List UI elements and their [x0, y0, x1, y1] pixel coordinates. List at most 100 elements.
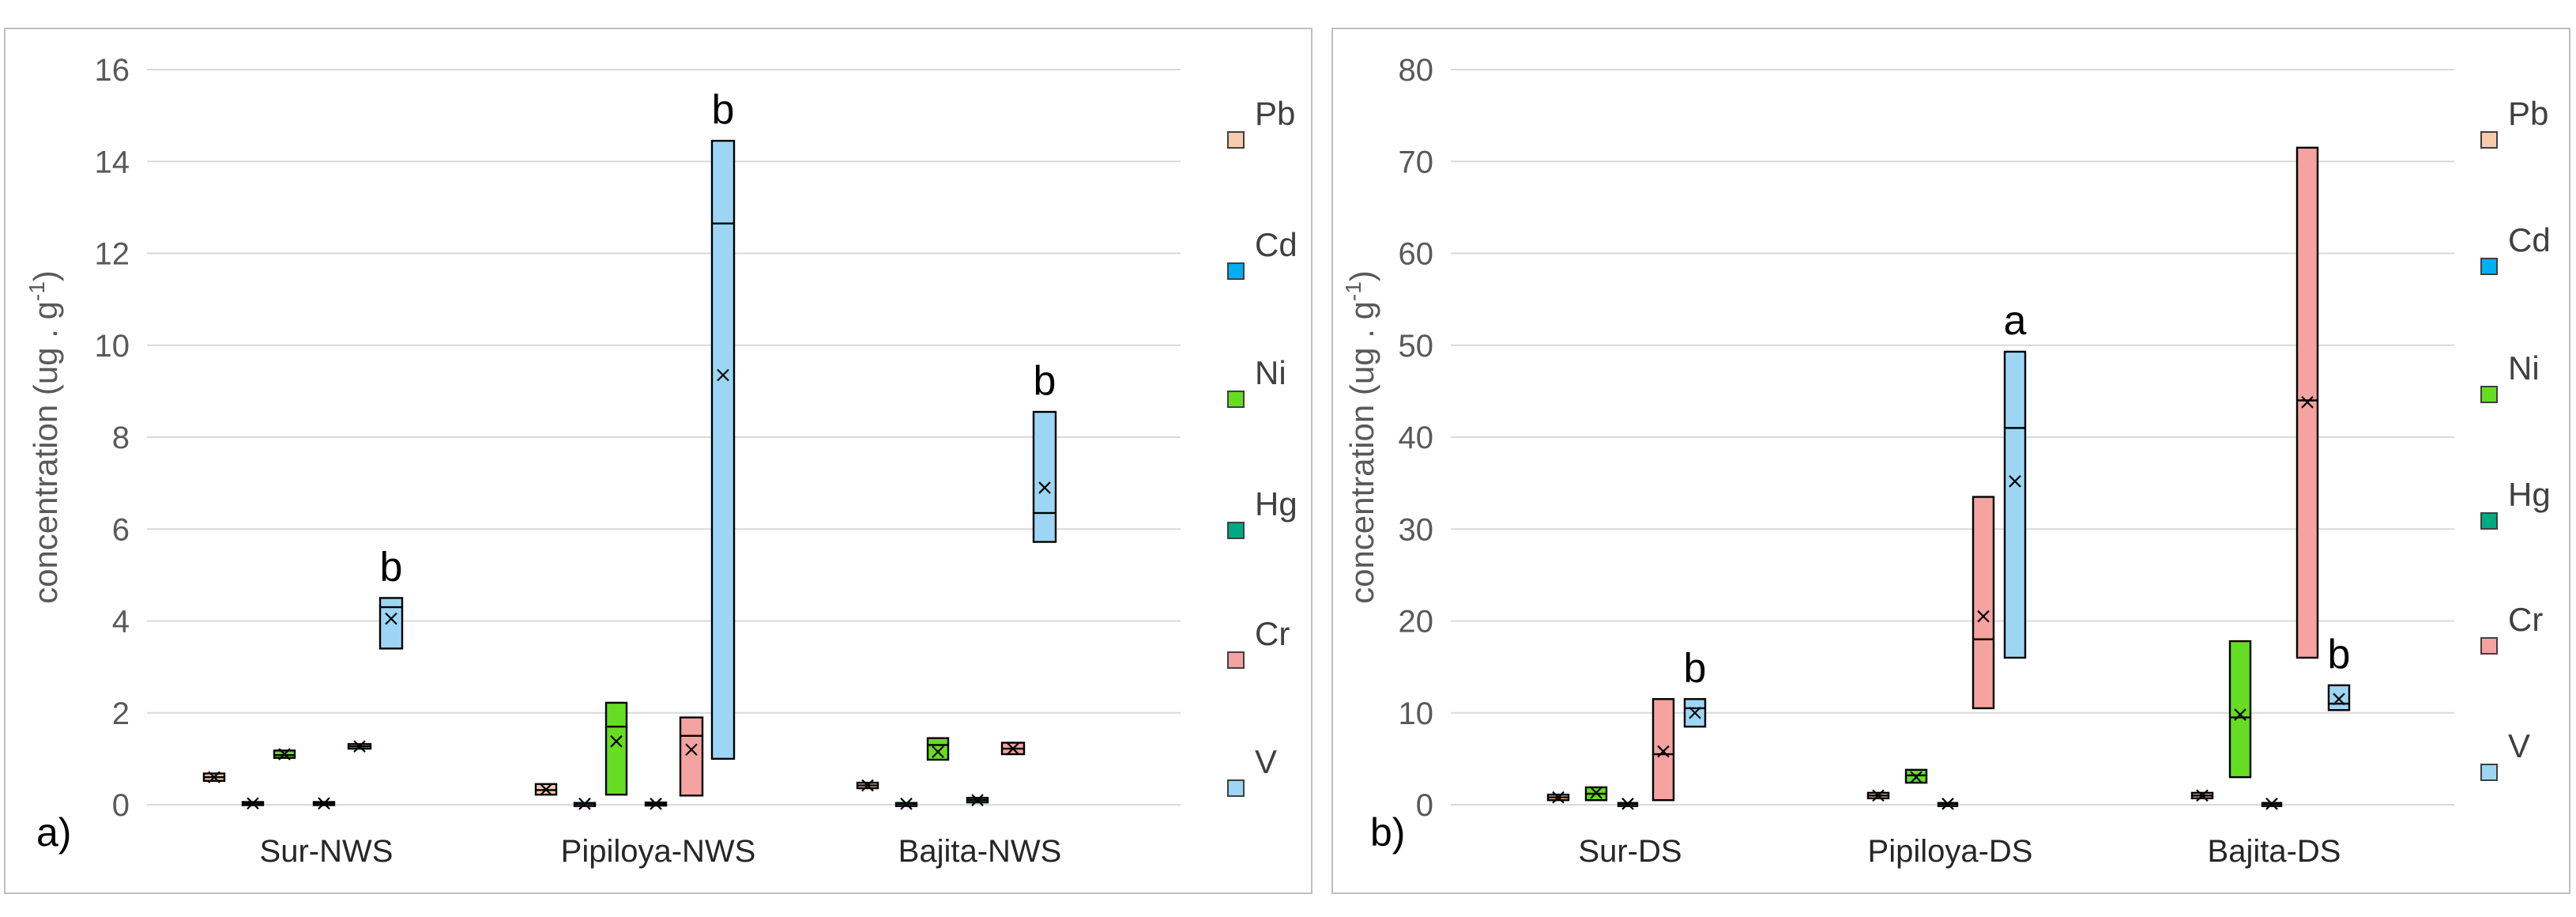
- box-ni-pipiloya-ds: [1904, 768, 1928, 784]
- box-iqr: [2003, 350, 2027, 659]
- box-mean-marker: [247, 797, 259, 810]
- legend-label: Hg: [1255, 485, 1297, 523]
- box-iqr: [378, 597, 404, 650]
- y-tick-label: 8: [112, 421, 130, 455]
- box-iqr: [679, 716, 704, 797]
- box-mean-marker: [1007, 742, 1019, 755]
- box-pb-sur-nws: [202, 771, 226, 783]
- legend-swatch: [2480, 258, 2498, 275]
- box-pb-bajita-nws: [856, 779, 879, 792]
- x-category-label: Sur-DS: [1578, 834, 1682, 869]
- legend-item-pb: Pb: [2480, 95, 2548, 149]
- legend-label: Cd: [1255, 226, 1297, 263]
- box-ni-sur-nws: [273, 748, 296, 760]
- box-mean-marker: [610, 735, 623, 748]
- legend-label: Cd: [2508, 221, 2551, 258]
- box-mean-marker: [1689, 706, 1701, 719]
- box-v-bajita-ds: [2327, 684, 2351, 711]
- legend-swatch: [2480, 764, 2498, 781]
- box-iqr: [604, 701, 628, 796]
- box-ni-sur-ds: [1584, 786, 1608, 802]
- box-v-sur-ds: [1683, 698, 1707, 728]
- legend-label: Cr: [2508, 601, 2543, 638]
- box-v-sur-nws: [378, 597, 404, 650]
- box-iqr: [1032, 410, 1057, 543]
- legend-swatch: [1227, 779, 1245, 797]
- panel-label: a): [36, 810, 71, 855]
- box-iqr: [2228, 640, 2252, 779]
- y-tick-label: 80: [1399, 53, 1434, 88]
- legend-swatch: [1227, 391, 1245, 408]
- significance-letter: b: [1684, 645, 1707, 691]
- box-mean-marker: [971, 794, 984, 806]
- y-axis-title: concentration (ug . g-1): [1341, 270, 1380, 604]
- legend-label: Cr: [1255, 615, 1290, 652]
- x-category-label: Bajita-DS: [2208, 834, 2341, 869]
- box-mean-marker: [318, 797, 330, 810]
- box-hg-sur-nws: [312, 797, 336, 810]
- box-mean-marker: [385, 612, 397, 625]
- box-mean-marker: [2265, 798, 2278, 810]
- box-hg-sur-ds: [1617, 798, 1639, 810]
- y-tick-label: 4: [112, 605, 130, 640]
- panel-a: 0 2 4 6 8 10 12 14 16 concentration (ug . g-1) Sur…: [4, 28, 1312, 894]
- panel-b: 0 10 20 30 40 50 60 70 80 concentration (ug . g-1…: [1331, 28, 2570, 894]
- box-cr-pipiloya-nws: [679, 716, 704, 797]
- box-cr-sur-nws: [347, 740, 372, 753]
- legend-swatch: [2480, 386, 2498, 403]
- y-tick-label: 10: [95, 329, 130, 364]
- box-pb-pipiloya-ds: [1866, 789, 1890, 802]
- box-mean-marker: [1910, 771, 1923, 783]
- y-tick-label: 70: [1399, 145, 1434, 179]
- box-mean-marker: [2333, 692, 2345, 706]
- legend-item-cd: Cd: [1227, 226, 1297, 280]
- box-mean-marker: [208, 771, 220, 783]
- x-category-label: Pipiloya-NWS: [561, 834, 756, 869]
- legend-item-cr: Cr: [1227, 615, 1290, 669]
- box-mean-marker: [1552, 791, 1565, 804]
- box-mean-marker: [1038, 481, 1051, 494]
- box-mean-marker: [650, 798, 662, 810]
- box-mean-marker: [278, 748, 291, 760]
- box-mean-marker: [1941, 798, 1954, 810]
- box-cr-bajita-nws: [1000, 742, 1026, 756]
- panel-frame: [4, 28, 1312, 894]
- box-hg-bajita-nws: [966, 794, 989, 806]
- box-v-pipiloya-ds: [2003, 350, 2027, 659]
- y-tick-label: 30: [1399, 512, 1434, 547]
- box-mean-marker: [2234, 708, 2246, 721]
- y-tick-label: 0: [112, 788, 130, 823]
- panel-frame: [1331, 28, 2570, 894]
- box-cr-bajita-ds: [2295, 146, 2319, 659]
- box-mean-marker: [540, 783, 552, 796]
- box-iqr: [926, 737, 950, 761]
- legend-label: V: [1255, 743, 1277, 780]
- box-mean-marker: [717, 368, 729, 382]
- box-cd-bajita-nws: [894, 798, 918, 810]
- y-tick-label: 10: [1399, 696, 1434, 731]
- box-v-bajita-nws: [1032, 410, 1057, 543]
- box-pb-sur-ds: [1546, 791, 1570, 804]
- y-tick-label: 60: [1399, 237, 1434, 272]
- significance-letter: b: [2328, 632, 2351, 677]
- legend-item-cd: Cd: [2480, 221, 2551, 275]
- box-mean-marker: [353, 740, 366, 753]
- box-hg-pipiloya-ds: [1937, 798, 1959, 810]
- legend-item-v: V: [2480, 727, 2530, 781]
- box-ni-pipiloya-nws: [604, 701, 628, 796]
- y-tick-label: 2: [112, 696, 130, 731]
- box-v-pipiloya-nws: [710, 139, 736, 760]
- legend-label: Ni: [1255, 354, 1286, 391]
- significance-letter: b: [712, 87, 735, 133]
- y-tick-label: 50: [1399, 329, 1434, 364]
- x-category-label: Sur-NWS: [260, 834, 394, 869]
- significance-letter: b: [1034, 358, 1056, 404]
- legend-label: V: [2508, 727, 2530, 764]
- legend-item-ni: Ni: [1227, 354, 1286, 408]
- legend-item-cr: Cr: [2480, 601, 2543, 655]
- significance-letter: b: [380, 544, 403, 590]
- y-tick-label: 40: [1399, 421, 1434, 455]
- y-tick-label: 12: [95, 237, 130, 272]
- box-mean-marker: [1872, 789, 1885, 802]
